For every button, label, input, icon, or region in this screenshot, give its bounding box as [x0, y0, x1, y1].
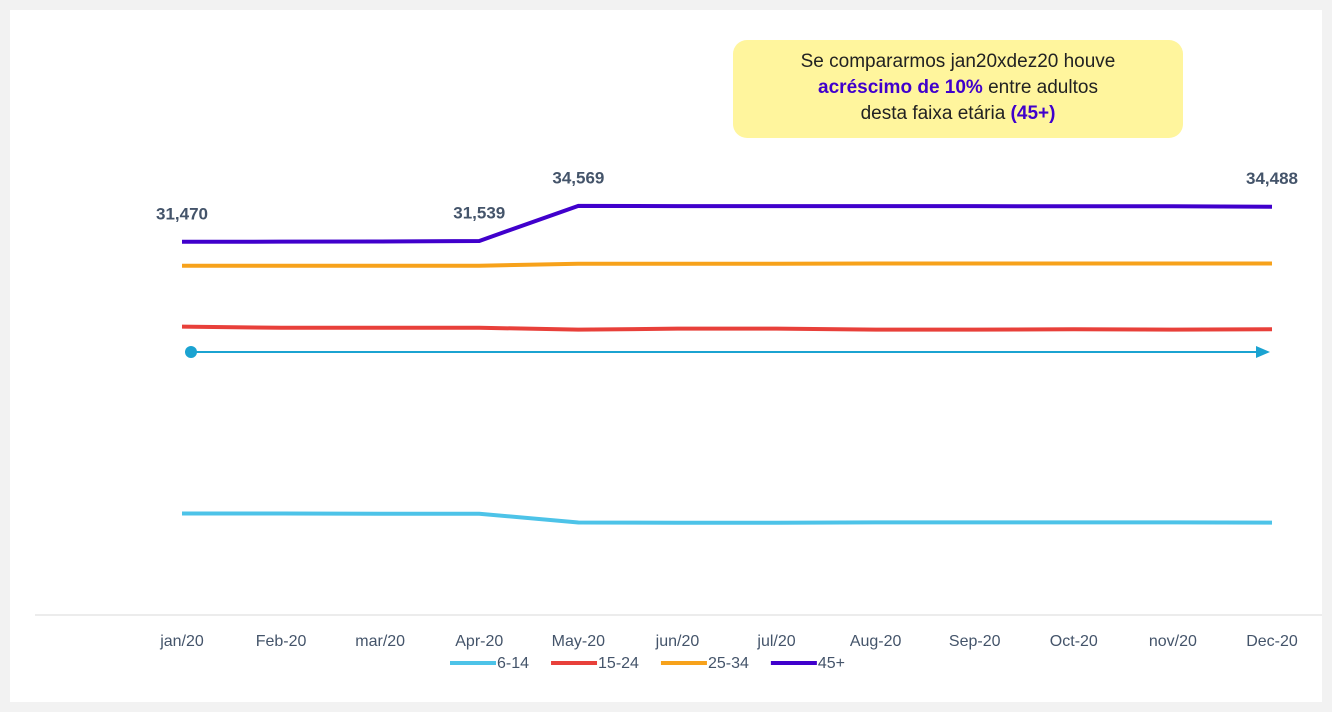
arrow-head [1256, 346, 1270, 358]
annotation-line: acréscimo de 10% entre adultos [818, 77, 1098, 98]
x-tick-label: Oct-20 [1050, 633, 1098, 650]
legend-label: 45+ [818, 655, 845, 672]
annotation-text: desta faixa etária [861, 103, 1011, 124]
x-tick-label: Feb-20 [256, 633, 307, 650]
data-label: 31,539 [453, 203, 505, 222]
legend-label: 6-14 [497, 655, 529, 672]
annotation-text: acréscimo de 10% [818, 77, 983, 98]
annotation-line: desta faixa etária (45+) [861, 103, 1056, 124]
annotation-text: Se compararmos jan20xdez20 houve [801, 51, 1116, 72]
x-tick-label: jul/20 [756, 633, 795, 650]
legend-label: 15-24 [598, 655, 639, 672]
x-tick-label: Dec-20 [1246, 633, 1298, 650]
x-tick-label: Apr-20 [455, 633, 503, 650]
series-line [182, 511, 1273, 525]
x-tick-label: nov/20 [1149, 633, 1197, 650]
data-label: 34,488 [1246, 169, 1298, 188]
series-line [181, 203, 1273, 244]
legend-label: 25-34 [708, 655, 749, 672]
x-tick-label: jan/20 [159, 633, 204, 650]
series-line [182, 261, 1272, 268]
annotation-text: entre adultos [983, 77, 1098, 98]
x-tick-label: mar/20 [355, 633, 405, 650]
x-tick-label: May-20 [552, 633, 605, 650]
x-tick-label: Sep-20 [949, 633, 1001, 650]
annotation-line: Se compararmos jan20xdez20 houve [801, 51, 1116, 72]
annotation-box [733, 40, 1183, 138]
annotation-text: (45+) [1011, 103, 1056, 124]
series-line [181, 324, 1273, 332]
x-tick-label: Aug-20 [850, 633, 902, 650]
data-label: 31,470 [156, 204, 208, 223]
arrow-start [185, 346, 197, 358]
x-tick-label: jun/20 [655, 633, 700, 650]
data-label: 34,569 [552, 168, 604, 187]
